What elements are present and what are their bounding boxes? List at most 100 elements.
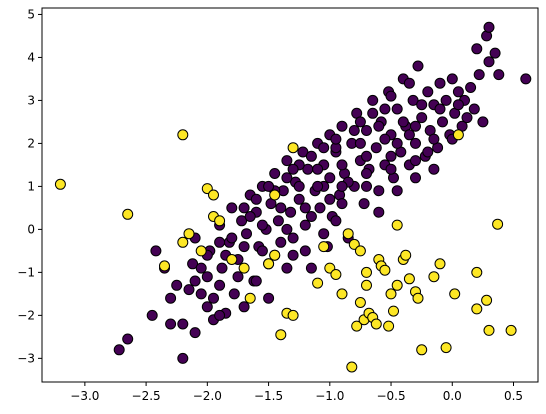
data-point-series-1-5	[183, 228, 195, 240]
data-point-series-0-41	[281, 155, 293, 167]
data-point-series-0-0	[113, 344, 125, 356]
data-point-series-1-18	[287, 309, 299, 321]
data-point-series-1-40	[379, 264, 391, 276]
data-point-series-1-15	[269, 249, 281, 261]
data-point-series-1-47	[400, 249, 412, 261]
data-point-series-1-59	[481, 294, 493, 306]
data-point-series-0-39	[275, 236, 287, 248]
data-point-series-0-126	[293, 180, 305, 192]
data-point-series-0-45	[293, 193, 305, 205]
data-point-series-0-8	[177, 318, 189, 330]
data-point-series-1-58	[471, 303, 483, 315]
data-point-series-1-54	[440, 342, 452, 354]
data-point-series-1-32	[354, 297, 366, 308]
data-point-series-0-120	[379, 133, 391, 145]
data-point-series-0-94	[440, 94, 452, 106]
data-point-series-0-115	[287, 232, 299, 244]
data-point-series-0-113	[250, 275, 262, 287]
data-point-series-1-24	[330, 269, 342, 280]
data-point-series-0-108	[483, 56, 495, 68]
data-point-series-0-60	[336, 120, 348, 132]
data-point-series-0-83	[407, 94, 419, 106]
data-point-series-0-132	[403, 77, 415, 89]
data-point-series-0-14	[201, 271, 213, 283]
data-point-series-0-42	[285, 206, 297, 218]
data-point-series-0-183	[189, 275, 201, 287]
data-point-series-0-119	[361, 150, 372, 162]
data-point-series-0-174	[434, 103, 446, 115]
data-point-series-0-151	[403, 129, 415, 141]
data-point-series-0-124	[256, 219, 268, 231]
data-point-series-0-37	[269, 168, 281, 179]
data-point-series-1-31	[351, 320, 363, 332]
data-point-series-0-154	[232, 271, 244, 283]
data-point-series-0-86	[416, 112, 428, 124]
data-point-series-0-163	[165, 292, 177, 304]
data-point-series-0-137	[318, 142, 330, 154]
y-tick-label: −3	[17, 351, 35, 365]
data-point-series-1-43	[388, 305, 399, 317]
data-point-series-0-141	[391, 137, 403, 149]
data-point-series-1-3	[159, 260, 170, 272]
data-point-series-0-147	[305, 150, 317, 162]
data-point-series-0-43	[287, 249, 299, 261]
data-point-series-0-84	[410, 137, 421, 149]
data-point-series-0-106	[477, 116, 489, 128]
data-point-series-1-62	[505, 324, 517, 336]
data-point-series-0-166	[238, 202, 250, 214]
data-point-series-0-24	[228, 288, 240, 300]
data-point-series-0-173	[422, 146, 434, 158]
data-point-series-0-150	[379, 103, 391, 115]
data-point-series-0-6	[171, 279, 183, 291]
data-point-series-0-98	[452, 86, 464, 98]
data-point-series-0-153	[208, 292, 219, 304]
data-point-series-0-177	[330, 215, 342, 227]
data-point-series-1-26	[342, 228, 354, 240]
data-point-series-1-2	[177, 129, 189, 141]
data-point-series-0-171	[361, 180, 372, 192]
data-point-series-1-28	[354, 245, 366, 257]
data-point-series-0-104	[471, 43, 483, 55]
data-point-series-0-117	[324, 193, 336, 205]
y-tick-label: 5	[27, 7, 35, 21]
data-point-series-0-96	[446, 73, 458, 85]
data-point-series-1-12	[238, 262, 250, 274]
data-point-series-0-123	[238, 241, 250, 253]
data-point-series-0-52	[314, 202, 326, 214]
data-point-series-1-14	[263, 258, 275, 270]
data-point-series-0-103	[468, 103, 480, 115]
x-tick-label: 0.5	[504, 389, 523, 403]
data-point-series-0-184	[373, 206, 385, 218]
data-point-series-0-27	[238, 301, 250, 313]
data-point-series-1-13	[244, 292, 256, 304]
data-point-series-1-11	[226, 254, 238, 265]
data-point-series-0-72	[373, 185, 385, 197]
x-axis: −3.0 −2.5 −2.0 −1.5 −1.0 −0.5 0.0 0.5	[70, 382, 523, 403]
data-point-series-1-25	[336, 288, 348, 300]
data-point-series-0-179	[299, 245, 311, 257]
data-point-series-0-155	[256, 245, 268, 257]
data-point-series-0-7	[177, 352, 189, 364]
data-point-series-0-181	[263, 292, 275, 304]
y-tick-label: −2	[17, 308, 35, 322]
data-point-series-0-139	[354, 137, 366, 149]
data-point-series-0-140	[373, 120, 385, 132]
data-point-series-0-178	[318, 228, 330, 240]
plot-area-frame	[41, 7, 539, 383]
data-point-series-0-67	[358, 198, 370, 210]
data-point-series-0-109	[483, 21, 495, 33]
y-tick-label: 0	[27, 222, 35, 236]
data-point-series-0-49	[305, 262, 317, 274]
data-point-series-0-15	[201, 301, 213, 313]
data-point-series-0-19	[214, 279, 226, 291]
data-point-series-1-20	[287, 142, 299, 154]
data-point-series-1-60	[483, 324, 495, 336]
data-point-series-0-162	[410, 155, 421, 167]
data-point-series-0-1	[122, 333, 134, 345]
y-tick-label: 1	[27, 179, 35, 193]
data-point-series-0-92	[434, 77, 446, 89]
data-point-series-0-148	[330, 133, 342, 145]
data-point-series-1-57	[471, 266, 483, 278]
data-point-series-1-37	[370, 318, 382, 330]
data-point-series-0-167	[263, 180, 275, 192]
